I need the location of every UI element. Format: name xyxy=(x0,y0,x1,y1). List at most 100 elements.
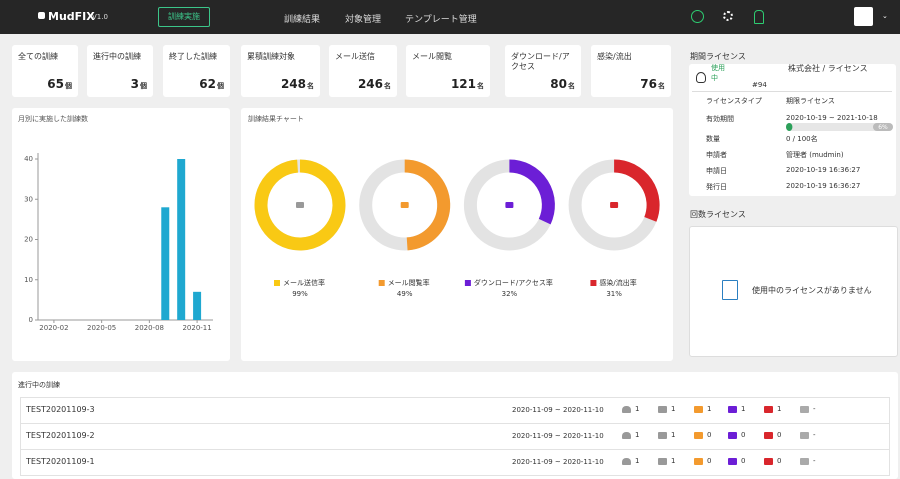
count-value: 0 xyxy=(777,431,782,439)
license-key: 申請日 xyxy=(706,167,727,175)
version: V1.0 xyxy=(92,13,108,21)
ongoing-title: 進行中の訓練 xyxy=(18,381,60,389)
donut-icon xyxy=(505,202,514,208)
count-icon xyxy=(622,406,631,413)
stat-label: 進行中の訓練 xyxy=(93,52,141,61)
action-button[interactable]: 訓練実施 xyxy=(158,7,210,27)
count-icon xyxy=(728,432,737,439)
top-bar xyxy=(0,0,900,34)
stat-value: 65 xyxy=(47,77,64,91)
license-key: ライセンスタイプ xyxy=(706,97,762,105)
stat-label: 全ての訓練 xyxy=(18,52,58,61)
license-value: 管理者 (mudmin) xyxy=(786,151,844,159)
stat-unit: 個 xyxy=(65,82,72,90)
row-name[interactable]: TEST20201109-2 xyxy=(26,431,95,440)
value-label: 31% xyxy=(606,290,622,298)
count-value: 0 xyxy=(707,457,712,465)
count-value: - xyxy=(813,405,816,413)
stat-unit: 個 xyxy=(140,82,147,90)
company: 株式会社 / ライセンス xyxy=(788,64,868,73)
logo-mark xyxy=(38,12,45,19)
nav-item[interactable]: 対象管理 xyxy=(345,15,382,25)
progress-track xyxy=(786,123,893,131)
stat-value: 246 xyxy=(357,77,383,91)
y-tick-label: 20 xyxy=(24,236,33,244)
separator xyxy=(692,91,892,92)
row-period: 2020-11-09 ~ 2020-11-10 xyxy=(512,458,604,466)
count-icon xyxy=(694,432,703,439)
empty-text: 使用中のライセンスがありません xyxy=(752,286,872,295)
row-name[interactable]: TEST20201109-1 xyxy=(26,457,95,466)
x-tick-label: 2020-05 xyxy=(87,324,116,332)
user-icon[interactable] xyxy=(754,10,764,24)
count-value: 1 xyxy=(635,405,640,413)
y-tick-label: 30 xyxy=(24,195,33,203)
count-value: 0 xyxy=(741,457,746,465)
ongoing-row[interactable] xyxy=(20,449,890,476)
x-tick-label: 2020-11 xyxy=(182,324,211,332)
stat-unit: 名 xyxy=(384,82,391,90)
license-id: #94 xyxy=(752,81,767,89)
progress-fill xyxy=(786,123,793,131)
stat-unit: 名 xyxy=(307,82,314,90)
legend-label: メール閲覧率 xyxy=(388,278,430,287)
license-value: 2020-10-19 ~ 2021-10-18 xyxy=(786,114,878,122)
x-tick-label: 2020-02 xyxy=(39,324,68,332)
count-icon xyxy=(694,458,703,465)
stat-label: メール送信 xyxy=(335,52,375,61)
license-key: 数量 xyxy=(706,135,720,143)
count-icon xyxy=(622,458,631,465)
donut-card xyxy=(241,108,673,361)
row-period: 2020-11-09 ~ 2020-11-10 xyxy=(512,406,604,414)
stat-unit: 名 xyxy=(658,82,665,90)
count-value: 1 xyxy=(671,457,676,465)
count-icon xyxy=(800,406,809,413)
license-title: 期間ライセンス xyxy=(690,52,746,61)
chart-title: 訓練結果チャート xyxy=(248,114,304,123)
count-value: 1 xyxy=(671,405,676,413)
settings-icon[interactable] xyxy=(723,11,733,21)
caret[interactable]: ⌄ xyxy=(882,12,888,20)
bulb-icon xyxy=(696,72,706,83)
count-value: 1 xyxy=(707,405,712,413)
nav-item[interactable]: テンプレート管理 xyxy=(405,15,477,25)
bar xyxy=(193,291,202,320)
legend-swatch xyxy=(464,280,471,286)
license-value: 0 / 100名 xyxy=(786,135,818,143)
row-name[interactable]: TEST20201109-3 xyxy=(26,405,95,414)
count-icon xyxy=(658,406,667,413)
license-key: 有効期間 xyxy=(706,115,734,123)
legend-swatch xyxy=(590,280,597,286)
bar xyxy=(177,159,186,320)
donut-arc xyxy=(613,159,660,222)
chart-title: 月別に実施した訓練数 xyxy=(18,114,88,123)
help-icon[interactable] xyxy=(691,10,704,23)
license-key: 発行日 xyxy=(706,183,727,191)
count-license-title: 回数ライセンス xyxy=(690,210,746,219)
avatar[interactable] xyxy=(854,7,873,26)
progress-label: 6% xyxy=(878,124,888,131)
donut-icon xyxy=(296,202,304,208)
stat-card xyxy=(591,45,671,97)
stat-card xyxy=(163,45,230,97)
license-value: 2020-10-19 16:36:27 xyxy=(786,182,861,190)
stat-value: 248 xyxy=(280,77,306,91)
count-icon xyxy=(658,432,667,439)
count-license-box xyxy=(689,226,898,357)
stat-card xyxy=(241,45,320,97)
row-period: 2020-11-09 ~ 2020-11-10 xyxy=(512,432,604,440)
ongoing-row[interactable] xyxy=(20,397,890,424)
legend-label: ダウンロード/アクセス率 xyxy=(474,278,553,287)
value-label: 99% xyxy=(292,290,308,298)
stat-label: ダウンロード/アクセス xyxy=(511,52,570,71)
count-value: 1 xyxy=(777,405,782,413)
progress-pill xyxy=(873,123,893,131)
stat-label: 累積訓練対象 xyxy=(247,52,295,61)
stat-value: 62 xyxy=(199,77,216,91)
donut-arc xyxy=(509,159,555,225)
count-icon xyxy=(764,406,773,413)
stat-card xyxy=(87,45,153,97)
nav-item[interactable]: 訓練結果 xyxy=(284,15,321,25)
stat-unit: 名 xyxy=(477,82,484,90)
